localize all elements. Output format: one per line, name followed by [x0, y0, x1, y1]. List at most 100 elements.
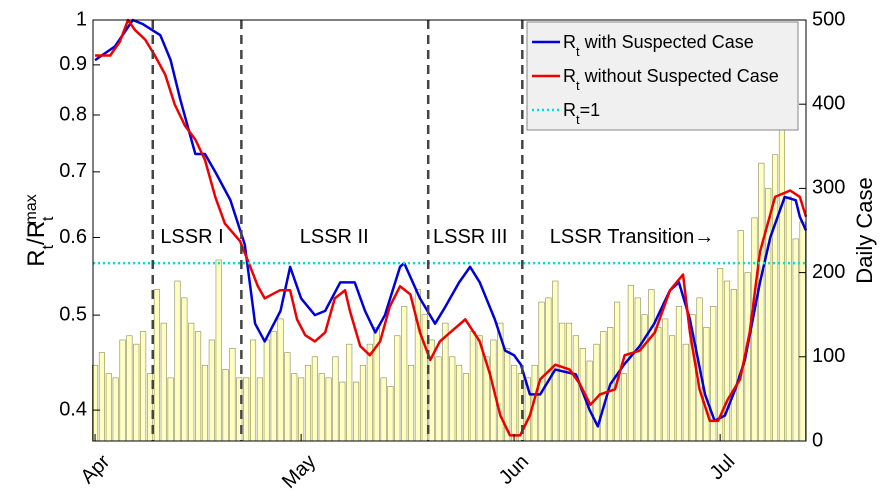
- bar: [751, 217, 758, 442]
- legend-label-sub: t: [576, 112, 580, 127]
- bar: [318, 373, 325, 442]
- phase-label: LSSR Transition→: [550, 226, 715, 248]
- bar: [112, 377, 119, 442]
- bar: [627, 284, 634, 442]
- bar: [511, 364, 518, 442]
- bar: [730, 289, 737, 442]
- phase-label: LSSR II: [300, 226, 369, 248]
- bar: [799, 221, 806, 442]
- legend-label-rest: without Suspected Case: [580, 66, 779, 86]
- series-line: [95, 18, 808, 437]
- bar: [387, 385, 394, 442]
- bars-layer: [92, 124, 806, 442]
- y2-tick-label: 300: [812, 177, 845, 199]
- bar: [552, 280, 559, 442]
- legend-label-base: R: [563, 100, 576, 120]
- legend-label-sub: t: [576, 44, 580, 59]
- y-tick-label: 0.8: [59, 103, 87, 125]
- y-tick-label: 0.7: [59, 160, 87, 182]
- bar: [188, 322, 195, 442]
- y-axis-label-part: t: [40, 244, 57, 249]
- series-line: [94, 18, 808, 428]
- bar: [456, 364, 463, 442]
- bar: [284, 352, 291, 442]
- legend-label-base: R: [563, 32, 576, 52]
- bar: [263, 339, 270, 442]
- y2-axis-label: Daily Case: [852, 177, 877, 283]
- bar: [249, 339, 257, 442]
- legend-box: [526, 21, 799, 131]
- bar: [270, 331, 277, 442]
- bar: [669, 335, 676, 442]
- bar: [723, 280, 731, 442]
- bar: [298, 377, 305, 442]
- y-tick-label: 1: [76, 8, 87, 30]
- bar: [469, 331, 476, 442]
- legend-label-sub: t: [576, 78, 580, 93]
- y2-tick-label: 200: [812, 261, 845, 283]
- y2-tick-label: 500: [812, 8, 845, 30]
- bar: [785, 196, 792, 442]
- bar: [538, 301, 545, 442]
- legend-label: Rt without Suspected Case: [563, 66, 779, 93]
- bar: [792, 238, 799, 442]
- x-tick-label: Jul: [706, 451, 740, 485]
- legend-label-rest: with Suspected Case: [580, 32, 754, 52]
- bar: [648, 289, 655, 442]
- bar: [126, 335, 133, 442]
- bar: [208, 339, 215, 442]
- bar: [304, 364, 312, 442]
- lines-layer: [93, 18, 808, 441]
- y-tick-label: 0.5: [59, 303, 87, 325]
- bar: [325, 377, 332, 442]
- legend-label-base: R: [563, 66, 576, 86]
- bar: [758, 162, 765, 442]
- x-tick-label: Jun: [495, 451, 533, 489]
- bar: [401, 305, 408, 442]
- bar: [215, 259, 222, 442]
- bar: [620, 373, 628, 442]
- bar: [380, 377, 387, 442]
- bar: [243, 377, 250, 442]
- bar: [682, 343, 689, 442]
- bar: [407, 364, 415, 442]
- bar: [332, 356, 339, 442]
- bar: [160, 322, 167, 442]
- y2-tick-label: 0: [812, 429, 823, 451]
- y-tick-label: 0.6: [59, 226, 87, 248]
- bar: [559, 322, 566, 442]
- bar: [201, 364, 209, 442]
- legend-label-rest: =1: [580, 100, 601, 120]
- phase-label: LSSR I: [160, 226, 223, 248]
- bar: [346, 343, 353, 442]
- bar: [174, 280, 181, 442]
- bar: [462, 373, 470, 442]
- bar: [222, 369, 229, 442]
- bar: [181, 297, 188, 442]
- plot-frame: [92, 19, 807, 442]
- bar: [98, 352, 105, 442]
- bar: [675, 305, 682, 442]
- bar: [449, 356, 456, 442]
- y2-tick-label: 100: [812, 345, 845, 367]
- y-axis-label-part: max: [23, 194, 40, 224]
- bar: [394, 335, 401, 442]
- bar: [703, 327, 710, 442]
- legend-label: Rt=1: [563, 100, 600, 127]
- bar: [353, 381, 360, 442]
- bar: [442, 322, 449, 442]
- bar: [600, 331, 607, 442]
- y-axis-label-part: t: [40, 216, 57, 221]
- y-axis-label-part: R: [23, 249, 50, 266]
- y-axis-label: Rt/Rtmax: [23, 194, 57, 266]
- bar: [153, 289, 160, 442]
- bar: [195, 331, 202, 442]
- bar: [140, 331, 147, 442]
- legend-label: Rt with Suspected Case: [563, 32, 754, 59]
- bar: [339, 381, 346, 442]
- bar: [167, 377, 174, 442]
- bar: [421, 314, 428, 442]
- x-tick-label: Apr: [77, 450, 115, 488]
- bar: [366, 343, 373, 442]
